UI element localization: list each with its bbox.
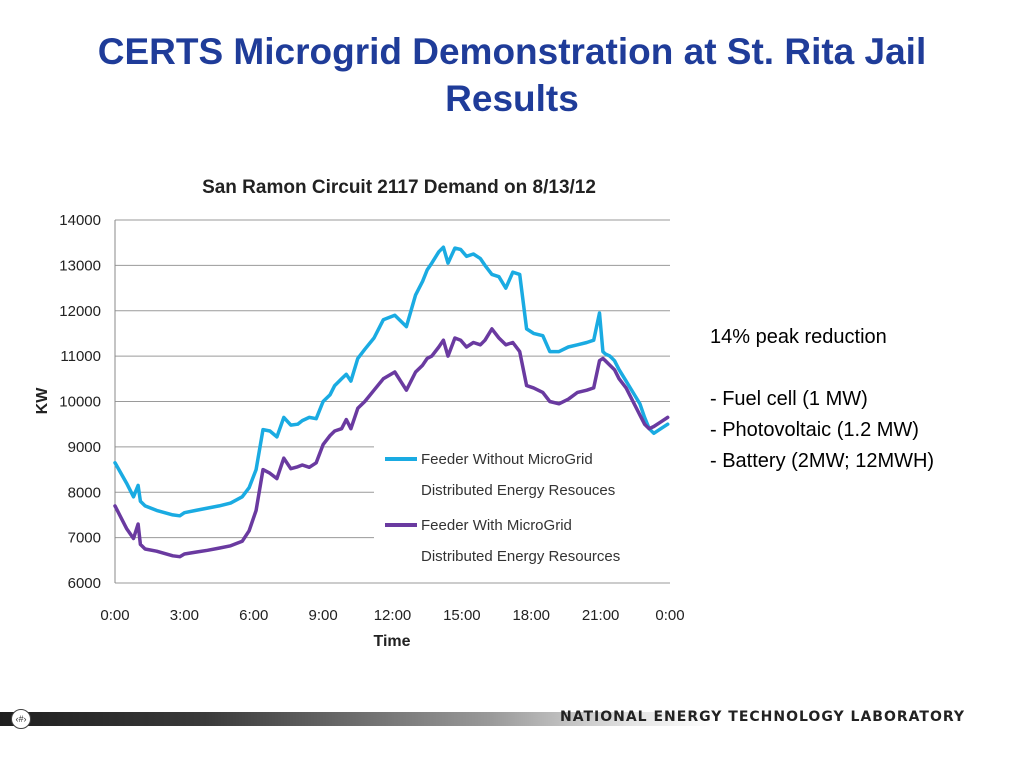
x-tick-labels: 0:00 3:00 6:00 9:00 12:00 15:00 18:00 21:00 0:00 (100, 607, 684, 624)
series-line-with-microgrid (113, 327, 670, 559)
legend-label-with-microgrid-line-1: Feeder With MicroGrid (421, 517, 572, 534)
page-number-badge: ‹#› (11, 709, 31, 729)
x-tick-label: 15:00 (443, 607, 481, 624)
legend-background (374, 444, 674, 574)
chart-title: San Ramon Circuit 2117 Demand on 8/13/12 (202, 177, 596, 198)
x-tick-label: 0:00 (100, 607, 129, 624)
y-tick-label: 9000 (68, 439, 101, 456)
x-axis-label: Time (373, 633, 410, 650)
y-tick-label: 13000 (59, 257, 101, 274)
results-notes: 14% peak reduction - Fuel cell (1 MW) - … (710, 322, 934, 477)
y-tick-label: 8000 (68, 484, 101, 501)
x-tick-label: 3:00 (170, 607, 199, 624)
y-tick-labels: 6000 7000 8000 9000 10000 11000 12000 13000 1400… (59, 212, 101, 592)
photovoltaic-item: - Photovoltaic (1.2 MW) (710, 419, 919, 441)
fuel-cell-item: - Fuel cell (1 MW) (710, 388, 868, 410)
legend-label-with-microgrid-line-2: Distributed Energy Resources (421, 548, 620, 565)
legend-label-without-microgrid-line-1: Feeder Without MicroGrid (421, 451, 593, 468)
x-tick-label: 6:00 (239, 607, 268, 624)
footer-bar (0, 712, 1024, 726)
x-tick-label: 0:00 (655, 607, 684, 624)
y-tick-label: 11000 (60, 348, 101, 365)
lab-logo-text: NATIONAL ENERGY TECHNOLOGY LABORATORY (560, 709, 965, 725)
y-tick-label: 10000 (59, 394, 101, 411)
y-axis-label: KW (34, 387, 51, 415)
series-line-without-microgrid (113, 245, 670, 518)
legend-label-without-microgrid-line-2: Distributed Energy Resouces (421, 482, 615, 499)
peak-reduction-text: 14% peak reduction (710, 326, 887, 348)
legend: Feeder Without MicroGrid Distributed Ene… (374, 444, 674, 574)
y-tick-label: 12000 (59, 303, 101, 320)
x-tick-label: 21:00 (582, 607, 620, 624)
slide-title-line-2: Results (445, 78, 579, 119)
x-tick-label: 9:00 (309, 607, 338, 624)
x-tick-label: 18:00 (512, 607, 550, 624)
x-tick-label: 12:00 (374, 607, 412, 624)
demand-chart: San Ramon Circuit 2117 Demand on 8/13/12… (34, 177, 685, 650)
notes-spacer (710, 353, 934, 384)
y-tick-label: 6000 (68, 575, 101, 592)
y-tick-label: 14000 (59, 212, 101, 229)
slide-title-line-1: CERTS Microgrid Demonstration at St. Rit… (97, 31, 927, 72)
slide-title: CERTS Microgrid Demonstration at St. Rit… (0, 28, 1024, 122)
series-group (113, 245, 670, 559)
grid-lines (115, 219, 670, 584)
y-tick-label: 7000 (68, 530, 101, 547)
battery-item: - Battery (2MW; 12MWH) (710, 450, 935, 472)
